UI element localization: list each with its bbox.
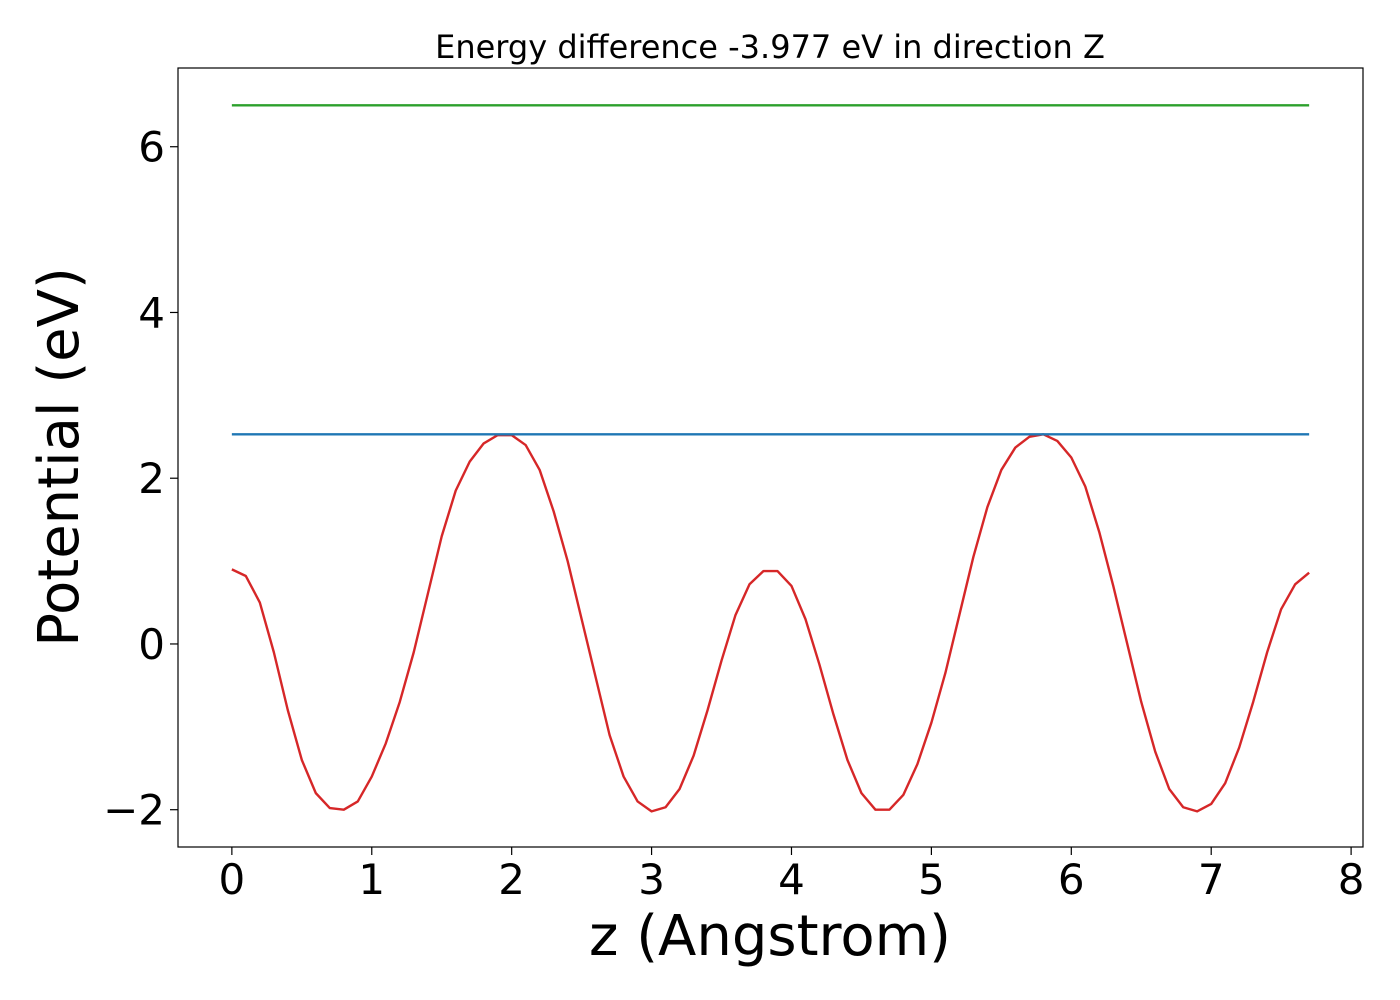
x-axis-label: z (Angstrom) <box>589 904 951 969</box>
x-tick-label: 6 <box>1058 855 1085 904</box>
y-tick-label: 6 <box>138 123 165 172</box>
x-tick-label: 3 <box>638 855 665 904</box>
x-tick-label: 4 <box>778 855 805 904</box>
chart-title: Energy difference -3.977 eV in direction… <box>435 28 1105 66</box>
plot-series-group <box>231 104 1310 813</box>
y-tick-label: 2 <box>138 454 165 503</box>
plot-area-frame <box>177 67 1364 848</box>
x-tick-label: 0 <box>218 855 245 904</box>
series-line-0 <box>231 433 1310 813</box>
x-tick-label: 5 <box>918 855 945 904</box>
y-tick-label: −2 <box>103 786 165 835</box>
x-tick-label: 2 <box>498 855 525 904</box>
x-tick-label: 1 <box>358 855 385 904</box>
y-tick-label: 4 <box>138 288 165 337</box>
x-tick-label: 7 <box>1198 855 1225 904</box>
x-axis-ticks: 0 1 2 3 4 5 6 7 8 <box>218 847 1364 904</box>
y-axis-label: Potential (eV) <box>27 267 92 647</box>
y-tick-label: 0 <box>138 620 165 669</box>
y-axis-ticks: −2 0 2 4 6 <box>103 123 178 835</box>
x-tick-label: 8 <box>1338 855 1365 904</box>
